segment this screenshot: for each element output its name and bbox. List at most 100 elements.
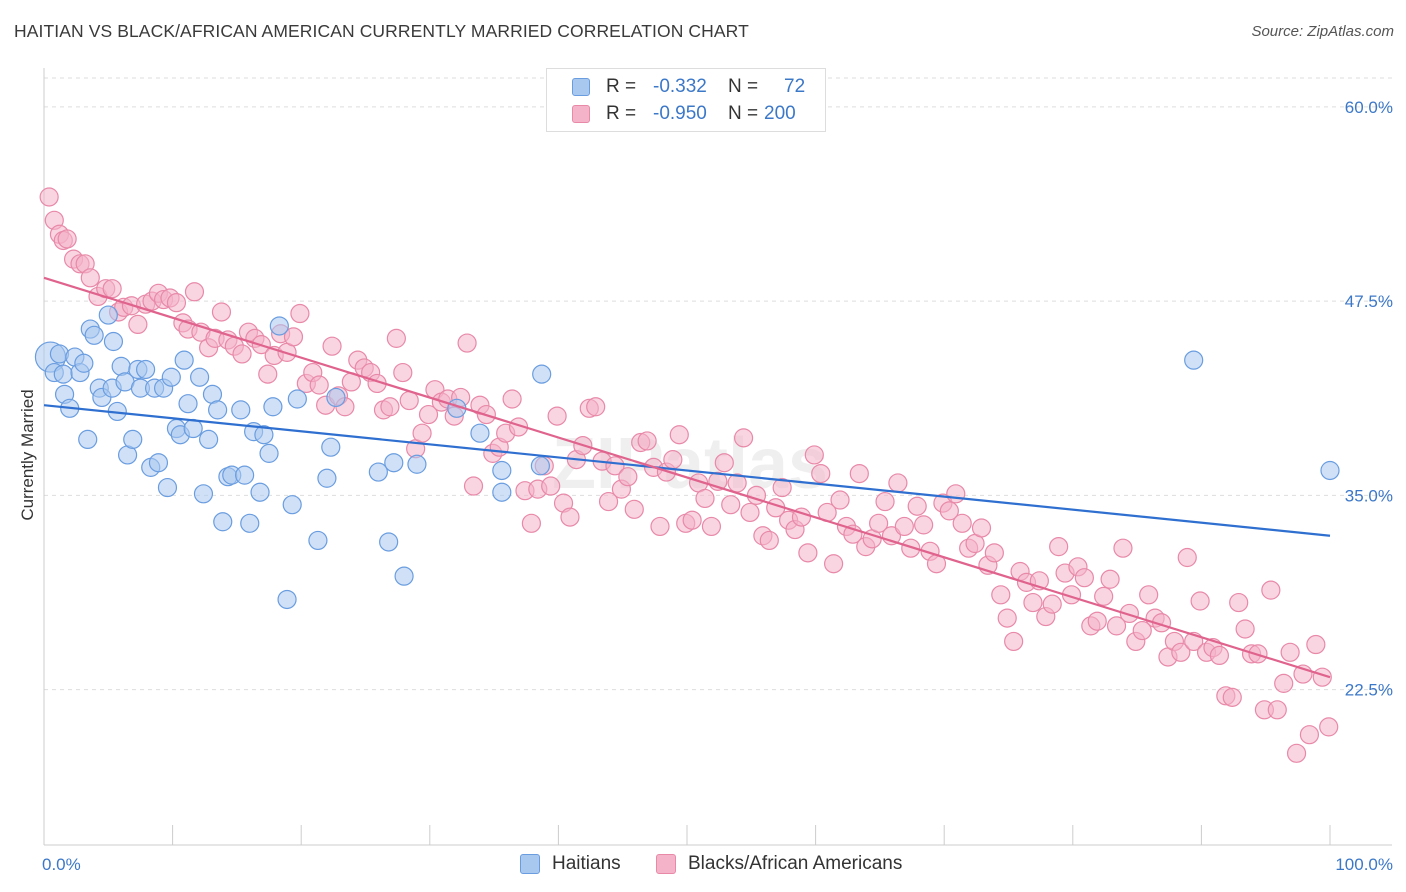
haitians-point <box>287 389 307 409</box>
blacks-point <box>830 490 850 510</box>
haitians-point <box>321 437 341 457</box>
blacks-point <box>1306 634 1326 655</box>
blacks-point <box>637 431 657 451</box>
legend-haitians-swatch <box>520 854 540 874</box>
blacks-point <box>1023 592 1043 613</box>
y-tick-label: 47.5% <box>1345 292 1393 311</box>
tick-labels: 22.5% 35.0% 47.5% 60.0% 0.0% 100.0% <box>42 98 1393 874</box>
haitians-point <box>161 367 181 387</box>
blacks-point <box>1190 591 1210 611</box>
blacks-point <box>682 510 702 530</box>
blacks-point <box>393 362 413 383</box>
blacks-point <box>984 543 1004 563</box>
blacks-point <box>1074 568 1094 588</box>
blacks-point <box>798 543 818 563</box>
haitians-point <box>98 305 118 325</box>
haitians-point <box>84 325 104 345</box>
blacks-point <box>869 513 889 533</box>
blacks-point <box>1222 687 1242 707</box>
blacks-point <box>624 499 644 519</box>
stats-box: R = -0.332 N = 72 R = -0.950 N = 200 <box>546 68 826 132</box>
haitians-point <box>123 429 143 450</box>
blacks-point <box>1229 592 1249 613</box>
blacks-point <box>1004 631 1024 652</box>
blacks-point <box>605 456 625 476</box>
blacks-point <box>618 467 638 487</box>
blacks-point <box>1119 603 1139 624</box>
haitians-point <box>263 397 283 417</box>
haitians-point <box>492 460 512 481</box>
haitians-swatch <box>572 78 590 96</box>
blacks-point <box>772 477 792 498</box>
blacks-point <box>1132 620 1152 641</box>
blacks-point <box>598 491 619 512</box>
haitians-trend-line <box>43 404 1331 537</box>
blacks-point <box>1267 700 1287 720</box>
blacks-point <box>997 608 1017 628</box>
blacks-point <box>971 518 992 538</box>
haitians-point <box>379 532 399 552</box>
blacks-point <box>57 229 77 249</box>
y-tick-label: 35.0% <box>1345 486 1393 505</box>
haitians-point <box>1184 350 1204 370</box>
series-haitians-points <box>34 305 1340 610</box>
blacks-point <box>849 463 869 484</box>
blacks-r-value: -0.950 <box>653 103 707 124</box>
gridlines <box>44 77 1392 691</box>
blacks-point <box>907 496 927 516</box>
haitians-point <box>178 394 198 414</box>
blacks-point <box>463 476 484 496</box>
blacks-point <box>1319 717 1339 737</box>
blacks-point <box>733 428 754 448</box>
blacks-point <box>380 397 400 417</box>
blacks-point <box>166 293 187 313</box>
blacks-point <box>939 501 959 521</box>
blacks-point <box>952 513 972 533</box>
blacks-point <box>211 302 232 322</box>
haitians-point <box>213 512 233 532</box>
haitians-point <box>53 364 73 384</box>
legend-blacks-swatch <box>656 854 676 874</box>
haitians-point <box>240 513 260 533</box>
haitians-point <box>384 453 404 473</box>
haitians-point <box>74 353 94 373</box>
blacks-point <box>1261 580 1281 600</box>
blacks-point <box>1113 538 1133 558</box>
blacks-point <box>232 344 252 364</box>
blacks-point <box>824 554 844 574</box>
blacks-point <box>1100 569 1120 589</box>
blacks-point <box>39 187 59 207</box>
haitians-point <box>269 316 289 336</box>
blacks-point <box>1299 725 1320 745</box>
haitians-point <box>532 364 552 384</box>
blacks-r-label: R = <box>606 103 637 124</box>
blacks-point <box>714 453 734 473</box>
haitians-point <box>49 344 70 364</box>
haitians-point <box>317 468 337 488</box>
haitians-point <box>282 495 302 515</box>
blacks-point <box>128 314 148 335</box>
blacks-point <box>914 515 934 535</box>
blacks-point <box>1280 642 1300 662</box>
blacks-point <box>560 507 580 527</box>
haitians-point <box>148 453 169 473</box>
haitians-point <box>231 400 251 420</box>
blacks-point <box>1106 616 1127 636</box>
blacks-point <box>1286 743 1307 763</box>
y-tick-label: 60.0% <box>1345 98 1393 117</box>
blacks-point <box>1049 537 1069 557</box>
haitians-point <box>394 566 414 586</box>
blacks-point <box>412 423 432 443</box>
blacks-swatch <box>572 105 590 123</box>
blacks-point <box>894 516 914 537</box>
chart-source: Source: ZipAtlas.com <box>1251 23 1394 40</box>
blacks-point <box>386 328 406 348</box>
blacks-point <box>663 450 683 470</box>
blacks-point <box>322 336 342 356</box>
haitians-r-value: -0.332 <box>653 76 707 97</box>
blacks-point <box>80 268 100 288</box>
haitians-point <box>78 429 98 450</box>
haitians-point <box>250 482 270 502</box>
haitians-point <box>103 331 124 352</box>
